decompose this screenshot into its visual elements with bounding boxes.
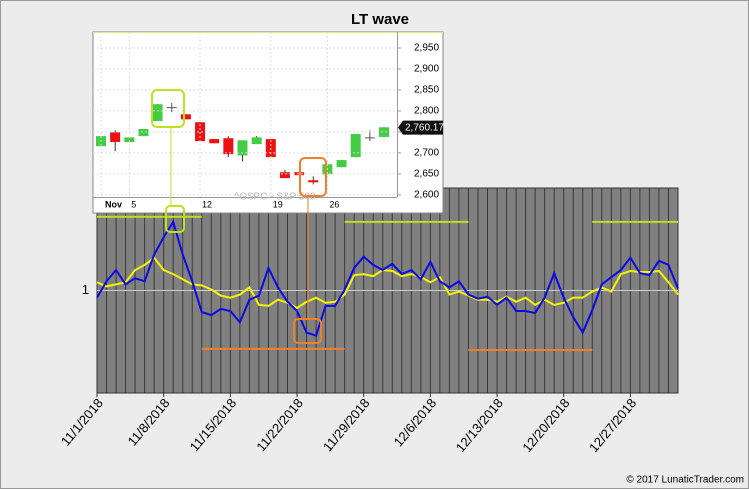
candle-body	[110, 132, 121, 142]
y-tick-label: 2,800	[414, 106, 439, 117]
y-tick-label: 2,900	[414, 64, 439, 75]
series-line	[96, 219, 679, 337]
candle-body	[279, 172, 290, 179]
candle-body	[379, 127, 389, 137]
candle-body	[336, 160, 347, 168]
candle-body	[195, 122, 206, 142]
candle-body	[237, 140, 248, 156]
candle-body	[124, 137, 135, 142]
last-price-label: 2,760.17	[405, 122, 444, 133]
candle-body	[209, 139, 220, 144]
highlight-box	[165, 205, 185, 233]
candle-body	[251, 137, 262, 145]
candle-body	[364, 137, 375, 139]
x-tick-label: 5	[131, 199, 136, 209]
watermark: ^GSPC - S&P 500	[234, 192, 316, 203]
candle-body	[223, 138, 234, 155]
candle-body	[350, 134, 361, 158]
candle-body	[138, 128, 149, 137]
candle-body	[308, 180, 319, 183]
inset-layer: 2,6002,6502,7002,7502,8002,8502,9002,950…	[93, 32, 444, 209]
candle-body	[166, 107, 177, 109]
x-tick-label: 26	[329, 199, 339, 209]
candle-body	[180, 114, 191, 120]
x-tick-label: 19	[273, 199, 283, 209]
candle-body	[152, 104, 163, 122]
y-tick-label: 1	[82, 282, 89, 297]
y-tick-label: 2,600	[414, 190, 439, 201]
highlight-box	[299, 157, 327, 197]
inset-frame	[92, 31, 444, 214]
highlight-box	[151, 89, 185, 128]
x-tick-label: Nov	[105, 199, 122, 209]
x-tick-label: 12	[202, 199, 212, 209]
highlight-box	[293, 318, 322, 344]
annotations	[151, 89, 327, 344]
last-price-tag	[398, 120, 443, 135]
y-tick-label: 2,700	[414, 148, 439, 159]
y-tick-label: 2,950	[414, 43, 439, 54]
footer: © 2017 LunaticTrader.com	[626, 475, 744, 486]
chart-title: LT wave	[351, 11, 409, 28]
y-tick-label: 2,650	[414, 169, 439, 180]
y-tick-label: 2,850	[414, 85, 439, 96]
